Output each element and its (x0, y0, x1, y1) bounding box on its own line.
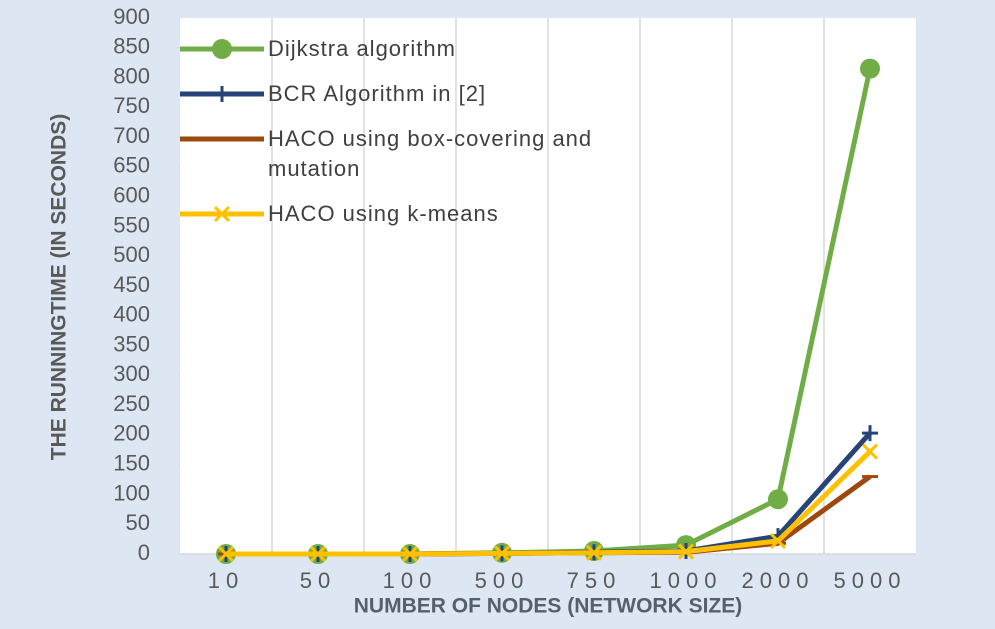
marker (769, 532, 787, 549)
x-tick-label: 100 (383, 568, 438, 593)
legend-label: HACO using k-means (268, 201, 499, 226)
legend-entry: HACO using k-means (178, 199, 658, 229)
legend-entry: BCR Algorithm in [2] (178, 79, 658, 109)
legend-label: HACO using box-covering and mutation (268, 126, 593, 181)
marker-shape (768, 489, 788, 510)
legend-swatch (180, 86, 264, 102)
y-tick-label: 450 (113, 272, 150, 297)
marker (213, 205, 231, 223)
y-tick-label: 900 (113, 4, 150, 29)
y-tick-label: 650 (113, 153, 150, 178)
y-tick-label: 850 (113, 34, 150, 59)
marker (212, 39, 232, 59)
marker (862, 425, 878, 442)
y-tick-label: 500 (113, 242, 150, 267)
y-tick-label: 250 (113, 391, 150, 416)
marker-shape (677, 543, 695, 560)
marker-shape (217, 545, 235, 563)
x-tick-label: 10 (208, 568, 244, 593)
y-tick-label: 50 (126, 510, 150, 535)
y-axis-label: THE RUNNINGTIME (IN SECONDS) (48, 114, 71, 461)
marker (217, 545, 235, 563)
marker-shape (861, 443, 879, 460)
y-tick-label: 100 (113, 480, 150, 505)
x-tick-label: 2000 (742, 568, 815, 593)
y-tick-label: 700 (113, 123, 150, 148)
marker (214, 86, 230, 102)
marker (768, 489, 788, 510)
marker-shape (493, 545, 511, 562)
legend-entry: HACO using box-covering and mutation (178, 124, 658, 184)
y-tick-label: 200 (113, 421, 150, 446)
y-tick-label: 350 (113, 331, 150, 356)
legend-label: Dijkstra algorithm (268, 36, 456, 61)
y-tick-label: 300 (113, 361, 150, 386)
marker-shape (401, 545, 419, 563)
legend: Dijkstra algorithm BCR Algorithm in [2] HA… (178, 34, 658, 244)
marker-shape (862, 425, 878, 442)
x-axis-label: NUMBER OF NODES (NETWORK SIZE) (354, 595, 743, 618)
legend-swatch (180, 136, 264, 142)
y-tick-label: 800 (113, 63, 150, 88)
y-tick-label: 400 (113, 302, 150, 327)
marker (677, 543, 695, 560)
legend-entry: Dijkstra algorithm (178, 34, 658, 64)
marker (585, 544, 603, 561)
marker-shape (309, 545, 327, 563)
legend-swatch (180, 39, 264, 59)
legend-swatch (180, 205, 264, 223)
x-tick-label: 5000 (834, 568, 907, 593)
x-tick-label: 500 (475, 568, 530, 593)
marker-shape (860, 58, 880, 79)
marker-shape (212, 39, 232, 59)
marker (401, 545, 419, 563)
x-tick-label: 750 (567, 568, 622, 593)
marker-shape (213, 205, 231, 223)
marker-shape (585, 544, 603, 561)
marker (309, 545, 327, 563)
y-tick-label: 750 (113, 93, 150, 118)
marker (493, 545, 511, 562)
legend-label: BCR Algorithm in [2] (268, 81, 487, 106)
y-tick-label: 150 (113, 450, 150, 475)
marker (860, 58, 880, 79)
x-tick-label: 50 (300, 568, 336, 593)
marker-shape (214, 86, 230, 102)
y-tick-label: 0 (138, 540, 150, 565)
x-tick-label: 1000 (650, 568, 723, 593)
marker (861, 443, 879, 460)
y-tick-label: 600 (113, 182, 150, 207)
series-line (226, 449, 872, 557)
marker-shape (769, 532, 787, 549)
y-tick-label: 550 (113, 212, 150, 237)
